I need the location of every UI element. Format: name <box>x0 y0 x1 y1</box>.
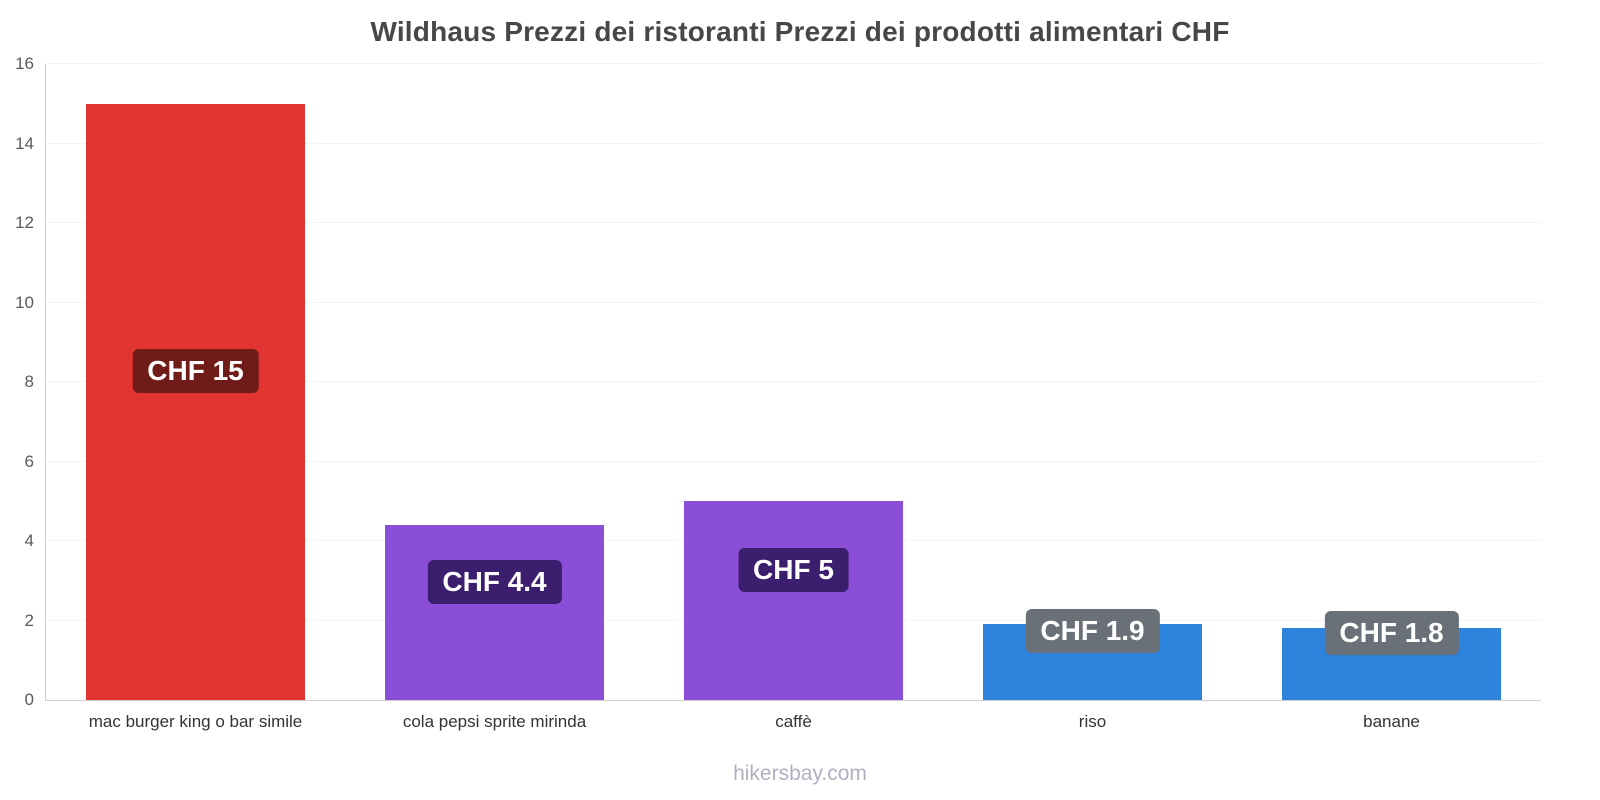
gridline <box>46 63 1541 64</box>
y-axis-tick-label: 14 <box>15 133 34 153</box>
bar-4: CHF 1.9 <box>983 609 1202 700</box>
x-axis-category-label: banane <box>1363 712 1420 731</box>
y-axis-tick-label: 16 <box>15 54 34 73</box>
x-axis-category-label: mac burger king o bar simile <box>88 712 303 731</box>
y-axis-tick-label: 8 <box>24 372 34 391</box>
x-axis-category-label: cola pepsi sprite mirinda <box>402 712 587 731</box>
y-axis-tick-label: 6 <box>24 451 34 471</box>
chart-title: Wildhaus Prezzi dei ristoranti Prezzi de… <box>370 16 1230 47</box>
y-axis-tick-label: 12 <box>15 213 34 232</box>
value-label: CHF 1.9 <box>1025 609 1160 654</box>
y-axis-tick-label: 2 <box>24 610 34 630</box>
footer-watermark: hikersbay.com <box>733 762 867 785</box>
y-axis-tick-label: 0 <box>24 690 34 709</box>
value-label: CHF 4.4 <box>427 559 562 604</box>
y-axis-tick-label: 4 <box>24 531 34 550</box>
bar-2: CHF 4.4 <box>385 525 604 700</box>
value-label: CHF 15 <box>132 348 259 393</box>
x-axis-category-label: riso <box>1078 712 1107 731</box>
bar-5: CHF 1.8 <box>1282 611 1501 700</box>
plot-area: 0 2 4 6 8 10 12 14 16 CHF 15 mac burger king o bar… <box>15 54 1541 731</box>
value-label: CHF 1.8 <box>1324 611 1459 656</box>
y-axis-tick-label: 10 <box>15 292 34 312</box>
value-label: CHF 5 <box>738 547 849 592</box>
bar-3: CHF 5 <box>684 501 903 700</box>
x-axis-category-label: caffè <box>775 712 812 731</box>
bar-1: CHF 15 <box>86 103 305 700</box>
